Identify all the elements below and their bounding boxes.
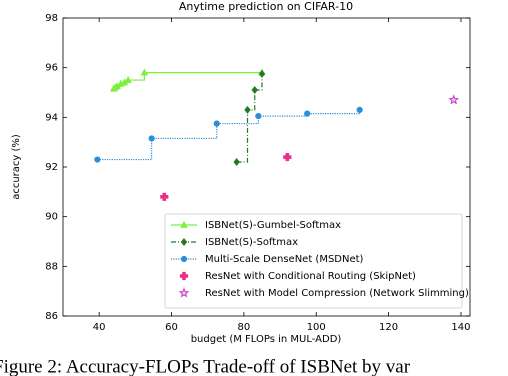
marker bbox=[124, 75, 132, 83]
marker bbox=[258, 69, 266, 78]
marker bbox=[140, 68, 149, 76]
marker bbox=[233, 158, 240, 167]
legend: ISBNet(S)-Gumbel-Softmax ISBNet(S)-Softma… bbox=[164, 213, 469, 309]
legend-marker bbox=[180, 220, 188, 228]
marker bbox=[356, 106, 363, 113]
x-tick-label: 60 bbox=[165, 322, 178, 333]
y-tick-label: 86 bbox=[45, 311, 58, 322]
marker bbox=[213, 120, 220, 127]
legend-box bbox=[164, 213, 463, 309]
y-tick-label: 94 bbox=[45, 112, 58, 123]
caption: Figure 2: Accuracy-FLOPs Trade-off of IS… bbox=[0, 356, 411, 376]
marker bbox=[148, 135, 155, 142]
marker bbox=[94, 156, 101, 163]
plot-area bbox=[94, 68, 460, 201]
y-tick-label: 92 bbox=[45, 162, 58, 173]
legend-marker bbox=[180, 255, 188, 263]
marker bbox=[255, 113, 262, 120]
marker bbox=[251, 86, 258, 94]
x-tick-label: 100 bbox=[307, 322, 326, 333]
x-tick-label: 80 bbox=[238, 322, 251, 333]
y-axis-label: accuracy (%) bbox=[11, 134, 22, 200]
y-tick-label: 90 bbox=[45, 212, 58, 223]
x-tick-label: 140 bbox=[451, 322, 470, 333]
chart-title: Anytime prediction on CIFAR-10 bbox=[179, 0, 353, 13]
series-line bbox=[113, 72, 262, 90]
legend-label: ResNet with Model Compression (Network S… bbox=[205, 288, 469, 299]
y-tick-label: 98 bbox=[45, 13, 58, 24]
y-tick-label: 96 bbox=[45, 63, 58, 74]
y-tick-label: 88 bbox=[45, 261, 58, 272]
x-axis-label: budget (M FLOPs in MUL-ADD) bbox=[191, 334, 342, 345]
marker bbox=[283, 152, 292, 162]
series-line bbox=[236, 73, 263, 163]
legend-marker bbox=[178, 287, 190, 298]
marker bbox=[244, 105, 251, 114]
legend-marker bbox=[180, 238, 188, 246]
legend-label: ISBNet(S)-Gumbel-Softmax bbox=[205, 220, 341, 231]
legend-label: ResNet with Conditional Routing (SkipNet… bbox=[205, 271, 416, 282]
series-line bbox=[97, 109, 361, 161]
legend-label: ISBNet(S)-Softmax bbox=[205, 237, 298, 248]
legend-label: Multi-Scale DenseNet (MSDNet) bbox=[205, 254, 364, 265]
x-tick-label: 120 bbox=[379, 322, 398, 333]
legend-marker bbox=[179, 271, 189, 281]
x-tick-label: 40 bbox=[93, 322, 106, 333]
marker bbox=[160, 192, 169, 201]
marker bbox=[448, 94, 460, 105]
marker bbox=[304, 110, 311, 117]
